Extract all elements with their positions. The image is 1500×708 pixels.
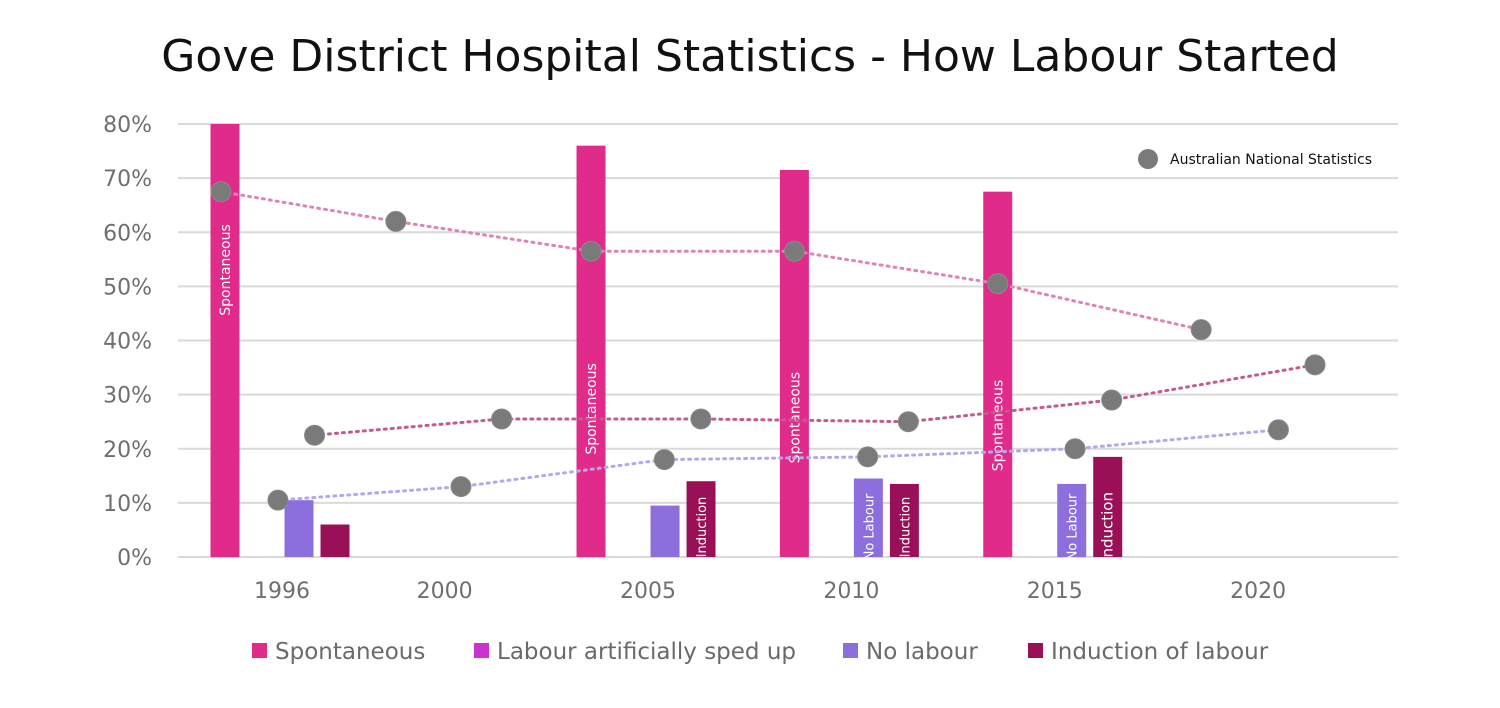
x-tick-label: 2000 — [417, 579, 473, 604]
bar-induction — [686, 481, 716, 557]
bar-spontaneous — [983, 191, 1013, 557]
legend-swatch-sped-up — [474, 643, 489, 658]
bar-label: No Labour — [1066, 493, 1081, 560]
national-marker — [580, 240, 602, 262]
y-tick-label: 0% — [117, 546, 152, 571]
y-tick-label: 10% — [103, 492, 152, 517]
bar-label: Spontaneous — [787, 372, 803, 464]
national-marker — [1267, 419, 1289, 441]
bar-label: Spontaneous — [991, 380, 1007, 472]
national-marker — [1064, 438, 1086, 460]
national-marker — [857, 446, 879, 468]
x-tick-label: 2020 — [1230, 579, 1286, 604]
trend-line — [219, 190, 1203, 332]
national-marker — [1101, 389, 1123, 411]
y-axis-ticks: 0% 10% 20% 30% 40% 50% 60% 70% 80% — [103, 113, 152, 571]
bar-label: Induction — [695, 497, 710, 558]
national-marker — [385, 210, 407, 232]
trend-line — [313, 363, 1317, 437]
legend-label: Spontaneous — [275, 639, 425, 665]
bar-spontaneous — [779, 170, 809, 557]
legend-label: No labour — [866, 639, 978, 665]
x-tick-label: 2005 — [620, 579, 676, 604]
national-marker — [1190, 319, 1212, 341]
national-markers — [210, 181, 1326, 511]
y-tick-label: 60% — [103, 221, 152, 246]
legend-label: Labour artificially sped up — [497, 639, 796, 665]
bar-no-labour — [853, 478, 883, 557]
x-axis-ticks: 1996 2000 2005 2010 2015 2020 — [254, 579, 1286, 604]
national-marker — [783, 240, 805, 262]
national-statistics-legend: Australian National Statistics — [1138, 149, 1372, 169]
national-trend-lines — [219, 190, 1317, 502]
legend-swatch-spontaneous — [252, 643, 267, 658]
y-tick-label: 40% — [103, 330, 152, 355]
x-tick-label: 2015 — [1027, 579, 1083, 604]
bar-induction — [1093, 456, 1123, 557]
x-tick-label: 1996 — [254, 579, 310, 604]
bar-induction — [320, 524, 350, 557]
bar-label: Spontaneous — [584, 363, 600, 455]
national-marker — [897, 411, 919, 433]
chart-title: Gove District Hospital Statistics - How … — [161, 31, 1338, 82]
national-legend-marker — [1138, 149, 1158, 169]
national-marker — [450, 476, 472, 498]
bar-label: No Labour — [862, 493, 877, 560]
national-legend-label: Australian National Statistics — [1170, 152, 1372, 168]
national-marker — [267, 489, 289, 511]
legend-swatch-induction — [1028, 643, 1043, 658]
national-marker — [987, 273, 1009, 295]
legend-label: Induction of labour — [1051, 639, 1269, 665]
national-marker — [1304, 354, 1326, 376]
y-tick-label: 20% — [103, 438, 152, 463]
national-marker — [653, 449, 675, 471]
legend-swatch-no-labour — [843, 643, 858, 658]
trend-line — [276, 428, 1280, 502]
bar-no-labour — [650, 505, 680, 557]
bar-induction — [889, 483, 919, 557]
legend: Spontaneous Labour artificially sped up No… — [252, 639, 1269, 665]
national-marker — [491, 408, 513, 430]
bar-label: Induction — [898, 497, 913, 558]
bar-label: Induction — [1099, 492, 1117, 562]
y-tick-label: 30% — [103, 384, 152, 409]
bar-no-labour — [284, 500, 314, 557]
y-tick-label: 70% — [103, 167, 152, 192]
y-tick-label: 80% — [103, 113, 152, 138]
national-marker — [210, 181, 232, 203]
bar-label: Spontaneous — [218, 224, 234, 316]
bar-spontaneous — [576, 145, 606, 557]
y-tick-label: 50% — [103, 275, 152, 300]
x-tick-label: 2010 — [823, 579, 879, 604]
national-marker — [690, 408, 712, 430]
bar-no-labour — [1057, 483, 1087, 557]
national-marker — [304, 424, 326, 446]
